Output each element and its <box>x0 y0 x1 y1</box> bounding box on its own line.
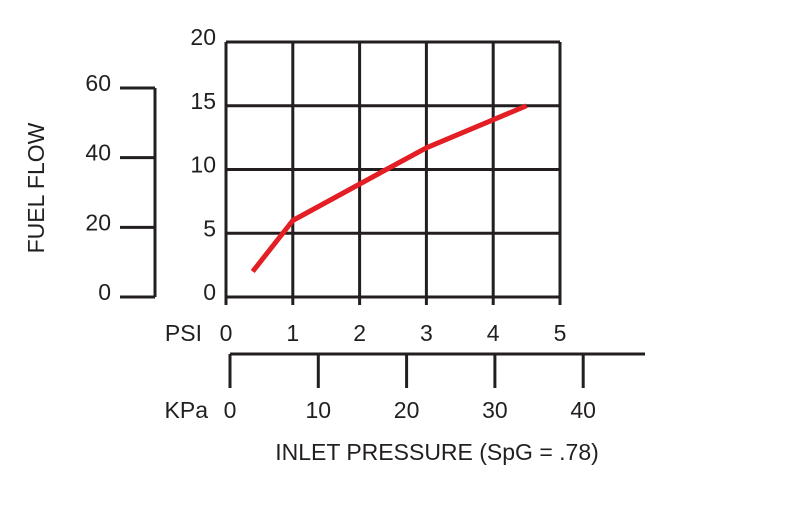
x-tick-label: 1 <box>286 320 299 346</box>
x2-tick-label: 20 <box>394 397 420 423</box>
data-line <box>250 103 528 274</box>
x-tick-label: 2 <box>353 320 366 346</box>
y2-tick-label: 0 <box>98 279 111 305</box>
x-tick-label: 3 <box>420 320 433 346</box>
x-tick-label: 4 <box>487 320 500 346</box>
x2-tick-label: 30 <box>482 397 508 423</box>
x2-tick-label: 0 <box>224 397 237 423</box>
x-unit-label: PSI <box>165 320 202 346</box>
x2-tick-label: 40 <box>570 397 596 423</box>
y2-tick-label: 60 <box>85 70 111 96</box>
y-tick-label: 15 <box>190 88 216 114</box>
y-tick-label: 0 <box>203 279 216 305</box>
y-tick-label: 20 <box>190 24 216 50</box>
y2-tick-label: 40 <box>85 140 111 166</box>
x-tick-label: 0 <box>220 320 233 346</box>
x-axis-title: INLET PRESSURE (SpG = .78) <box>275 439 599 465</box>
y-tick-label: 5 <box>203 215 216 241</box>
x2-unit-label: KPa <box>165 397 209 423</box>
x2-tick-label: 10 <box>306 397 332 423</box>
y2-tick-label: 20 <box>85 209 111 235</box>
x-tick-label: 5 <box>554 320 567 346</box>
y-axis-title: FUEL FLOW <box>23 122 49 253</box>
y-tick-label: 10 <box>190 152 216 178</box>
